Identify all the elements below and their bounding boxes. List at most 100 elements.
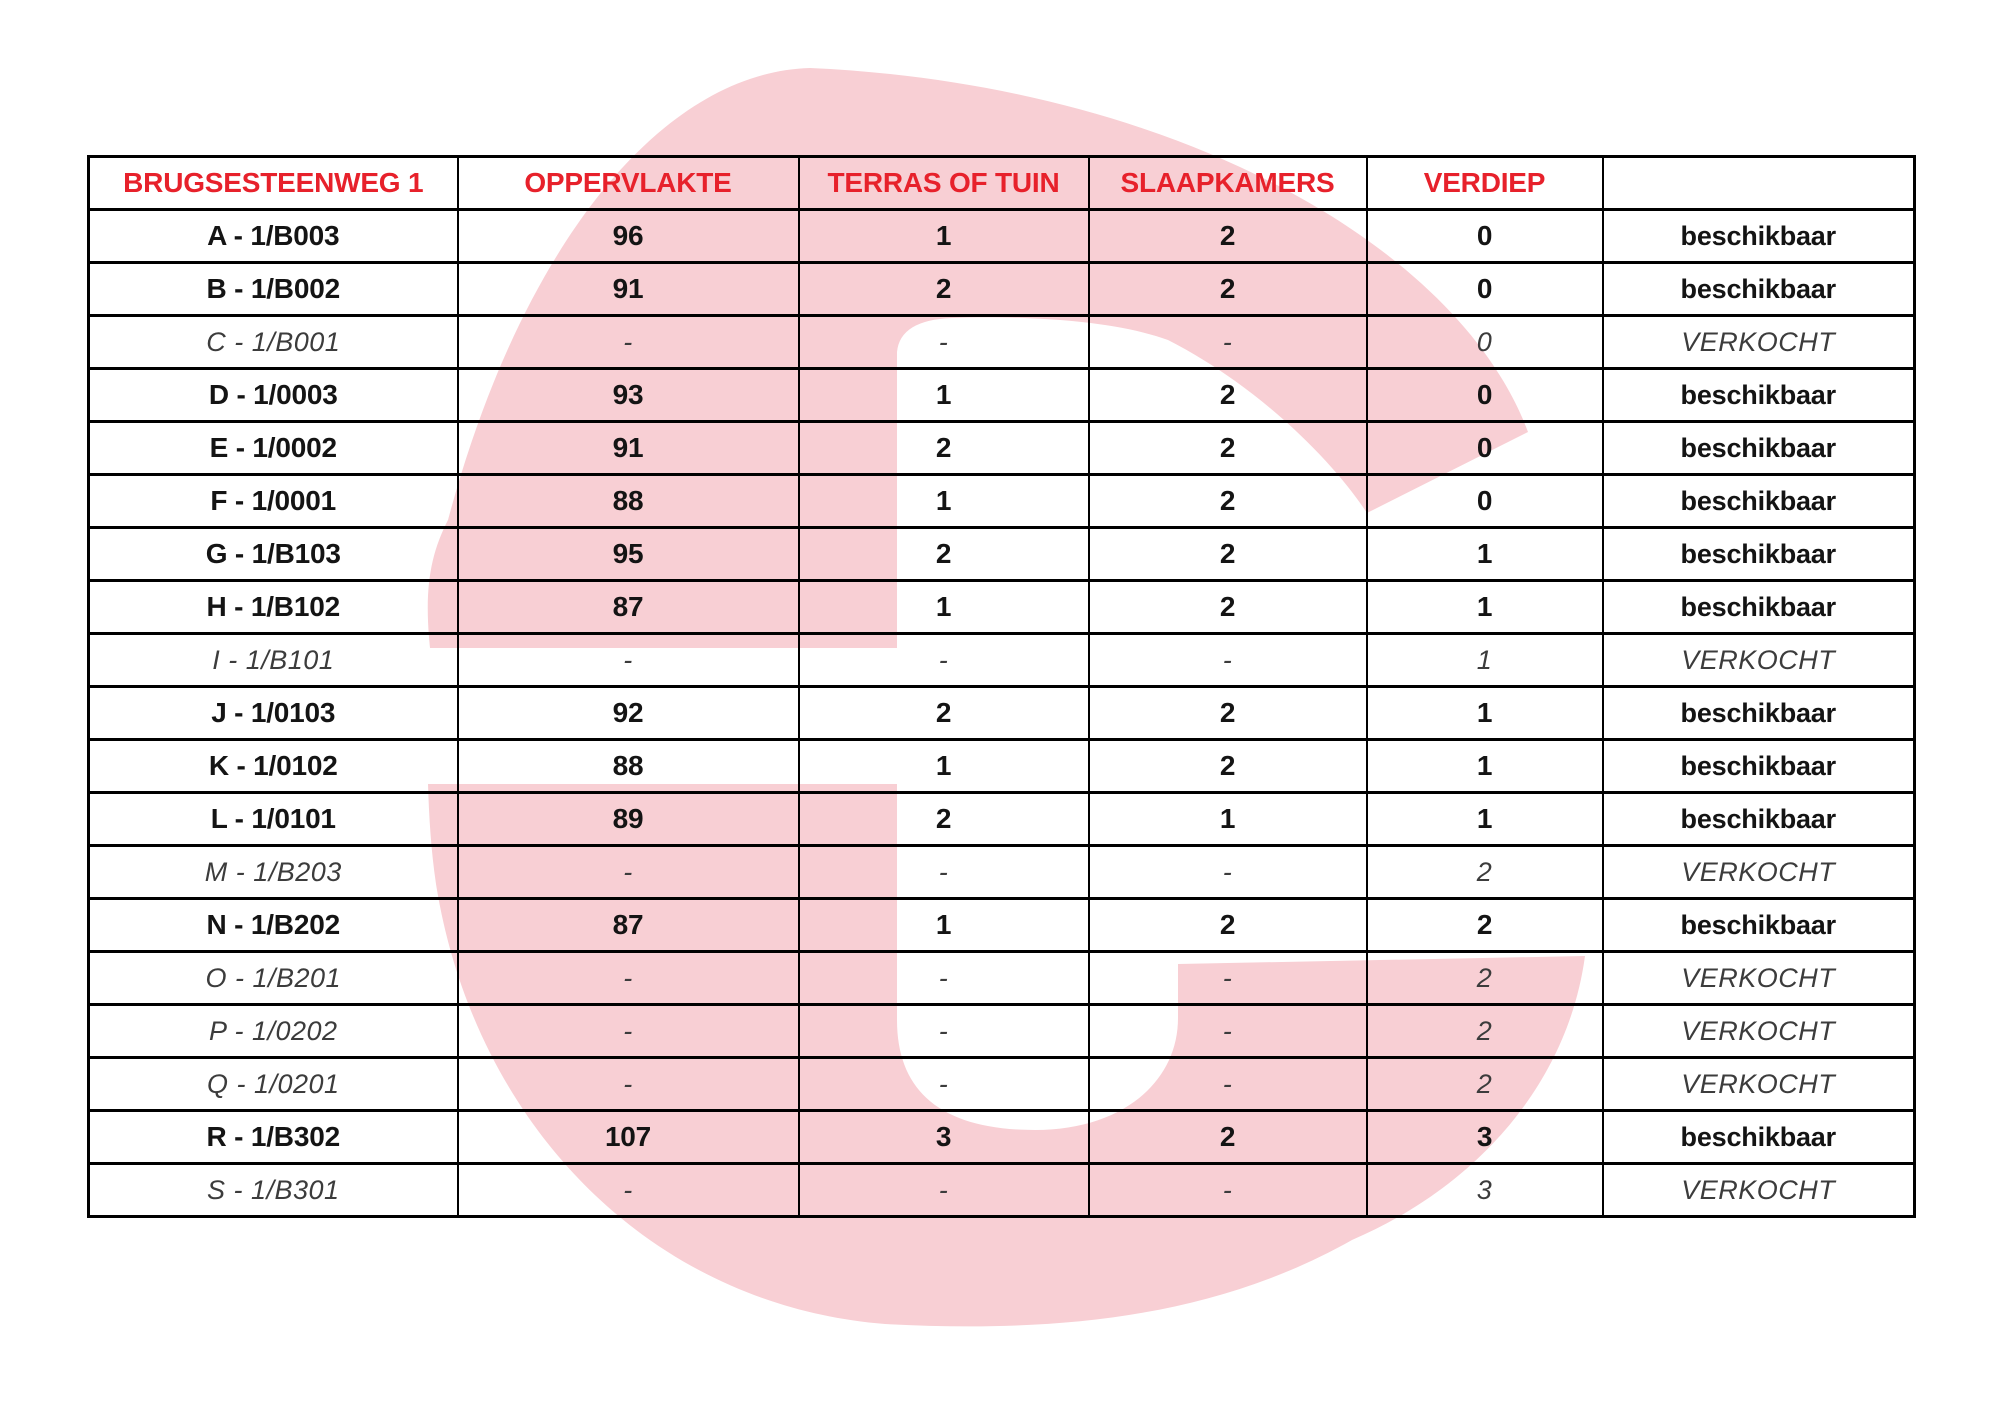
cell-slaapkamers: - (1087, 1056, 1368, 1112)
cell-oppervlakte: 93 (456, 367, 800, 423)
cell-status: VERKOCHT (1601, 314, 1916, 370)
table-row: C - 1/B001- - -0 VERKOCHT (87, 314, 1916, 370)
cell-verdiep: 0 (1365, 314, 1604, 370)
cell-verdiep: 1 (1365, 526, 1604, 582)
cell-unit: H - 1/B102 (87, 579, 459, 635)
cell-terras-of-tuin: 1 (797, 579, 1090, 635)
cell-oppervlakte: - (456, 314, 800, 370)
cell-slaapkamers: - (1087, 632, 1368, 688)
cell-status: beschikbaar (1601, 1109, 1916, 1165)
cell-status: VERKOCHT (1601, 1003, 1916, 1059)
cell-oppervlakte: 88 (456, 473, 800, 529)
cell-terras-of-tuin: 1 (797, 473, 1090, 529)
cell-slaapkamers: 2 (1087, 261, 1368, 317)
cell-terras-of-tuin: 2 (797, 261, 1090, 317)
cell-slaapkamers: 2 (1087, 685, 1368, 741)
table-row: A - 1/B003 96 1 2 0 beschikbaar (87, 208, 1916, 264)
table-row: O - 1/B201- - -2 VERKOCHT (87, 950, 1916, 1006)
cell-slaapkamers: - (1087, 950, 1368, 1006)
table-row: E - 1/0002 91 2 2 0 beschikbaar (87, 420, 1916, 476)
cell-status: VERKOCHT (1601, 844, 1916, 900)
header-terras-of-tuin: TERRAS OF TUIN (797, 155, 1090, 211)
cell-unit: J - 1/0103 (87, 685, 459, 741)
cell-terras-of-tuin: - (797, 844, 1090, 900)
cell-oppervlakte: - (456, 1056, 800, 1112)
cell-terras-of-tuin: - (797, 314, 1090, 370)
cell-terras-of-tuin: 1 (797, 367, 1090, 423)
cell-oppervlakte: 91 (456, 420, 800, 476)
cell-verdiep: 3 (1365, 1109, 1604, 1165)
cell-status: beschikbaar (1601, 738, 1916, 794)
table-row: L - 1/0101 89 2 1 1 beschikbaar (87, 791, 1916, 847)
cell-verdiep: 2 (1365, 1056, 1604, 1112)
cell-verdiep: 2 (1365, 844, 1604, 900)
table-row: R - 1/B302 107 3 2 3 beschikbaar (87, 1109, 1916, 1165)
cell-terras-of-tuin: 2 (797, 685, 1090, 741)
cell-terras-of-tuin: 1 (797, 897, 1090, 953)
cell-unit: B - 1/B002 (87, 261, 459, 317)
table-row: H - 1/B102 87 1 2 1 beschikbaar (87, 579, 1916, 635)
cell-oppervlakte: 92 (456, 685, 800, 741)
table-row: M - 1/B203- - -2 VERKOCHT (87, 844, 1916, 900)
table-row: D - 1/0003 93 1 2 0 beschikbaar (87, 367, 1916, 423)
table-row: S - 1/B301- - -3 VERKOCHT (87, 1162, 1916, 1218)
cell-slaapkamers: - (1087, 314, 1368, 370)
cell-slaapkamers: 2 (1087, 738, 1368, 794)
cell-oppervlakte: 91 (456, 261, 800, 317)
cell-unit: P - 1/0202 (87, 1003, 459, 1059)
cell-status: beschikbaar (1601, 579, 1916, 635)
cell-verdiep: 2 (1365, 950, 1604, 1006)
cell-verdiep: 1 (1365, 791, 1604, 847)
cell-verdiep: 1 (1365, 738, 1604, 794)
table-row: B - 1/B002 91 2 2 0 beschikbaar (87, 261, 1916, 317)
cell-slaapkamers: 2 (1087, 208, 1368, 264)
table-row: N - 1/B202 87 1 2 2 beschikbaar (87, 897, 1916, 953)
cell-slaapkamers: 2 (1087, 420, 1368, 476)
cell-status: beschikbaar (1601, 420, 1916, 476)
cell-oppervlakte: - (456, 1003, 800, 1059)
cell-terras-of-tuin: 2 (797, 420, 1090, 476)
table-row: G - 1/B103 95 2 2 1 beschikbaar (87, 526, 1916, 582)
cell-verdiep: 0 (1365, 367, 1604, 423)
cell-terras-of-tuin: - (797, 950, 1090, 1006)
cell-slaapkamers: - (1087, 1162, 1368, 1218)
cell-terras-of-tuin: - (797, 1056, 1090, 1112)
cell-status: VERKOCHT (1601, 1162, 1916, 1218)
header-slaapkamers: SLAAPKAMERS (1087, 155, 1368, 211)
table-row: P - 1/0202- - -2 VERKOCHT (87, 1003, 1916, 1059)
cell-unit: K - 1/0102 (87, 738, 459, 794)
cell-status: beschikbaar (1601, 208, 1916, 264)
cell-unit: R - 1/B302 (87, 1109, 459, 1165)
cell-status: beschikbaar (1601, 897, 1916, 953)
cell-unit: M - 1/B203 (87, 844, 459, 900)
cell-unit: F - 1/0001 (87, 473, 459, 529)
cell-slaapkamers: 2 (1087, 579, 1368, 635)
cell-oppervlakte: - (456, 632, 800, 688)
cell-slaapkamers: 2 (1087, 1109, 1368, 1165)
cell-verdiep: 0 (1365, 208, 1604, 264)
table-row: F - 1/0001 88 1 2 0 beschikbaar (87, 473, 1916, 529)
cell-terras-of-tuin: 2 (797, 526, 1090, 582)
cell-verdiep: 0 (1365, 261, 1604, 317)
cell-verdiep: 0 (1365, 473, 1604, 529)
cell-oppervlakte: - (456, 950, 800, 1006)
cell-oppervlakte: 96 (456, 208, 800, 264)
cell-verdiep: 2 (1365, 897, 1604, 953)
cell-oppervlakte: 95 (456, 526, 800, 582)
cell-unit: S - 1/B301 (87, 1162, 459, 1218)
table-row: I - 1/B101- - -1 VERKOCHT (87, 632, 1916, 688)
table-row: K - 1/0102 88 1 2 1 beschikbaar (87, 738, 1916, 794)
cell-verdiep: 1 (1365, 685, 1604, 741)
table-body: A - 1/B003 96 1 2 0 beschikbaar B - 1/B002 91 2 2… (87, 208, 1916, 1218)
cell-status: beschikbaar (1601, 526, 1916, 582)
availability-table: BRUGSESTEENWEG 1 OPPERVLAKTE TERRAS OF T… (87, 155, 1916, 1218)
header-oppervlakte: OPPERVLAKTE (456, 155, 800, 211)
header-verdiep: VERDIEP (1365, 155, 1604, 211)
table-row: Q - 1/0201- - -2 VERKOCHT (87, 1056, 1916, 1112)
header-row: BRUGSESTEENWEG 1 OPPERVLAKTE TERRAS OF T… (87, 155, 1916, 211)
cell-terras-of-tuin: 1 (797, 738, 1090, 794)
cell-unit: O - 1/B201 (87, 950, 459, 1006)
cell-oppervlakte: 87 (456, 579, 800, 635)
cell-oppervlakte: 87 (456, 897, 800, 953)
